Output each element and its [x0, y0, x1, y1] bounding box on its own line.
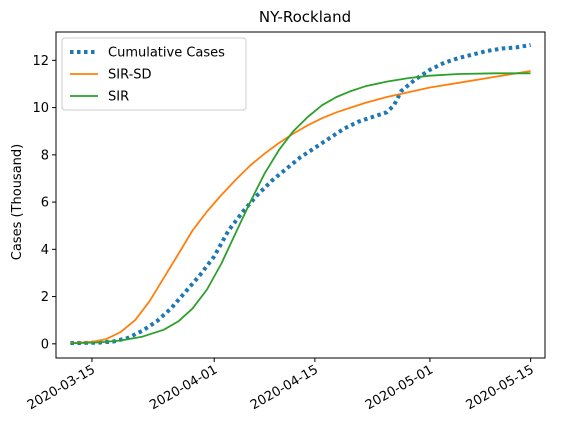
legend-box — [61, 37, 247, 111]
y-tick-label-2: 4 — [41, 243, 49, 258]
axes-frame — [55, 31, 546, 359]
y-axis-label: Cases (Thousand) — [10, 144, 25, 260]
chart-title: NY-Rockland — [259, 8, 351, 26]
series-line-2 — [70, 72, 531, 345]
plot-area — [70, 43, 531, 346]
y-tick-label-3: 6 — [41, 196, 49, 211]
series-line-1 — [70, 70, 531, 344]
legend-label-2: SIR — [108, 90, 129, 105]
y-tick-label-1: 2 — [41, 290, 49, 305]
legend-label-1: SIR-SD — [108, 68, 152, 83]
legend: Cumulative Cases SIR-SD SIR — [61, 37, 247, 111]
legend-label-0: Cumulative Cases — [108, 46, 225, 61]
y-tick-label-0: 0 — [41, 337, 49, 352]
y-tick-label-5: 10 — [32, 101, 49, 116]
y-tick-label-6: 12 — [32, 54, 49, 69]
y-tick-label-4: 8 — [41, 148, 49, 163]
